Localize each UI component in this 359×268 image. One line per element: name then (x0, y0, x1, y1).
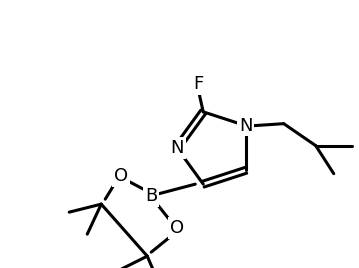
Text: B: B (145, 187, 157, 205)
Text: O: O (114, 167, 128, 185)
Text: O: O (170, 219, 184, 237)
Text: F: F (193, 75, 204, 93)
Text: N: N (239, 117, 252, 135)
Text: N: N (170, 139, 184, 157)
